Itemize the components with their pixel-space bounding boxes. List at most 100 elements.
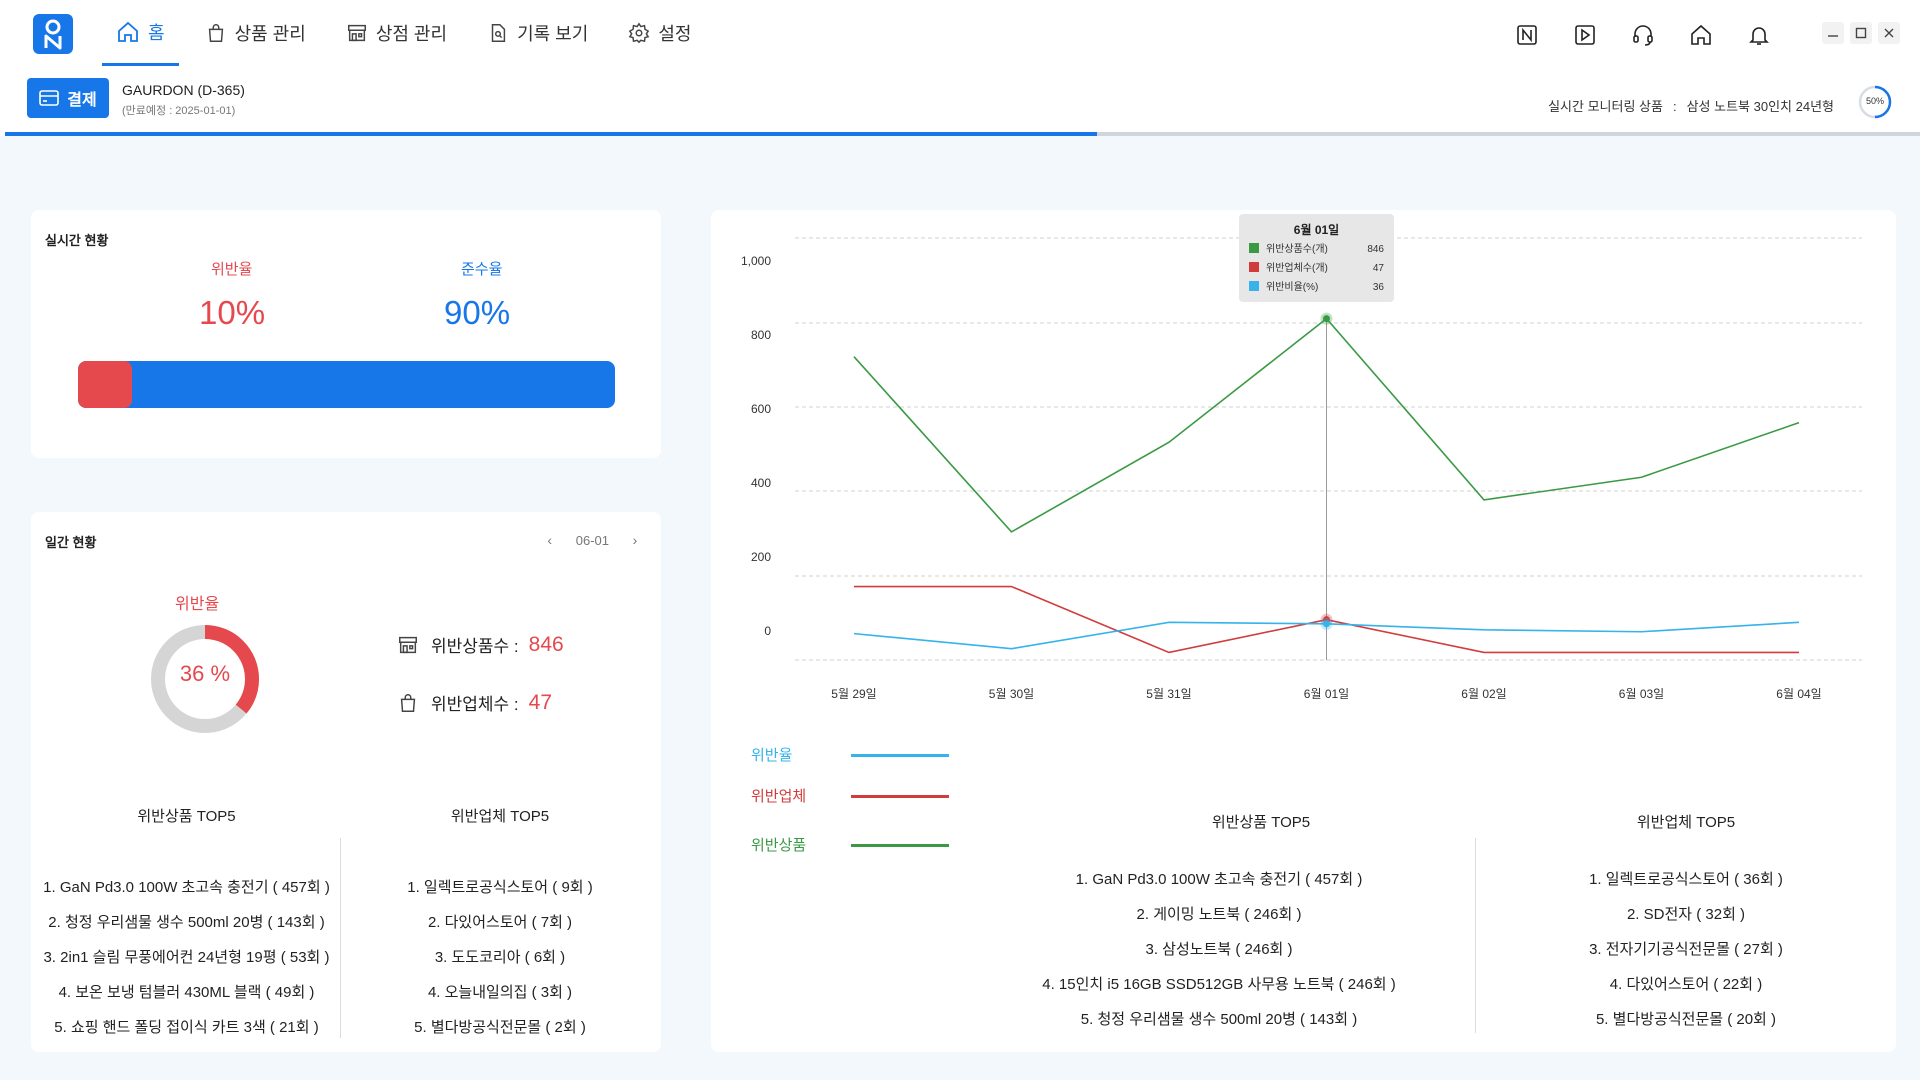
x-tick-label: 6월 03일 (1619, 687, 1664, 701)
weekly-top5-products-title: 위반상품 TOP5 (1211, 814, 1311, 831)
x-tick-label: 6월 01일 (1304, 687, 1349, 701)
payment-button-label: 결제 (67, 92, 97, 109)
list-item[interactable]: 4. 15인치 i5 16GB SSD512GB 사무용 노트북 ( 246회 … (1042, 976, 1396, 993)
tooltip-row-value: 36 (1373, 282, 1385, 293)
current-date: 06-01 (575, 532, 609, 548)
nav-store-management[interactable]: 상점 관리 (332, 0, 461, 66)
home-icon[interactable] (1686, 20, 1716, 50)
weekly-trend-card: 1,000 800 600 400 200 0 5월 29일 5월 30일 5월 31일 6월 0… (711, 210, 1896, 1052)
maximize-icon[interactable] (1850, 22, 1872, 44)
daily-top5-products-list: 1. GaN Pd3.0 100W 초고속 충전기 ( 457회 ) 2. 청정… (31, 870, 342, 1045)
nav-settings[interactable]: 설정 (614, 0, 705, 66)
daily-status-card: 일간 현황 ‹ 06-01 › 위반율 36 % 위반상품수 : 846 위반업… (31, 512, 661, 1052)
legend-line-violating-products (851, 844, 949, 847)
daily-top5-divider (340, 838, 341, 1038)
data-point (1323, 315, 1330, 323)
list-item[interactable]: 5. 별다방공식전문몰 ( 2회 ) (414, 1019, 586, 1036)
list-item[interactable]: 3. 전자기기공식전문몰 ( 27회 ) (1589, 941, 1783, 958)
realtime-status-title: 실시간 현황 (45, 233, 109, 248)
list-item[interactable]: 5. 별다방공식전문몰 ( 20회 ) (1595, 1011, 1777, 1028)
nav-product-management[interactable]: 상품 관리 (191, 0, 320, 66)
headset-icon[interactable] (1628, 20, 1658, 50)
list-item[interactable]: 2. 게이밍 노트북 ( 246회 ) (1136, 906, 1302, 923)
tooltip-row-value: 47 (1373, 263, 1385, 274)
daily-top5-sellers-list: 1. 일렉트로공식스토어 ( 9회 ) 2. 다있어스토어 ( 7회 ) 3. … (342, 870, 658, 1045)
monitoring-progress-bar (5, 132, 1920, 136)
tooltip-title: 6월 01일 (1294, 222, 1339, 237)
monitoring-label: 실시간 모니터링 상품 (1548, 99, 1663, 114)
donut-label: 위반율 (175, 596, 220, 613)
bell-icon[interactable] (1744, 20, 1774, 50)
list-item[interactable]: 2. 다있어스토어 ( 7회 ) (427, 914, 573, 931)
violating-products-label: 위반상품수 : (431, 637, 519, 656)
list-item[interactable]: 5. 쇼핑 핸드 폴딩 접이식 카트 3색 ( 21회 ) (54, 1019, 319, 1036)
tooltip-swatch (1249, 281, 1259, 291)
list-item[interactable]: 1. 일렉트로공식스토어 ( 9회 ) (407, 879, 593, 896)
tooltip-row-value: 846 (1367, 244, 1384, 255)
legend-line-violating-sellers (851, 795, 949, 798)
document-search-icon (487, 22, 509, 44)
compliance-rate-value: 90% (444, 294, 511, 331)
x-tick-label: 5월 29일 (831, 687, 876, 701)
monitoring-product: 실시간 모니터링 상품: 삼성 노트북 30인치 24년형 (1548, 96, 1834, 115)
legend-label-violation-rate: 위반율 (751, 747, 793, 764)
violation-rate-value: 10% (199, 294, 266, 331)
credit-card-icon (39, 90, 60, 106)
naver-icon[interactable] (1512, 20, 1542, 50)
violation-ratio-fill (78, 361, 132, 408)
compliance-rate-label: 준수율 (461, 261, 503, 278)
chart-tooltip (1239, 214, 1394, 302)
list-item[interactable]: 2. SD전자 ( 32회 ) (1626, 906, 1746, 923)
x-tick-label: 6월 04일 (1776, 687, 1821, 701)
legend-label-violating-sellers: 위반업체 (751, 788, 807, 805)
close-icon[interactable] (1878, 22, 1900, 44)
list-item[interactable]: 3. 2in1 슬림 무풍에어컨 24년형 19평 ( 53회 ) (43, 949, 330, 966)
realtime-status-card: 실시간 현황 위반율 10% 준수율 90% (31, 210, 661, 458)
y-tick-label: 400 (751, 476, 771, 490)
tooltip-row-label: 위반비율(%) (1266, 280, 1318, 293)
nav-settings-label: 설정 (658, 24, 692, 44)
compliance-ratio-bar (78, 361, 615, 408)
nav-home-label: 홈 (148, 22, 165, 43)
list-item[interactable]: 3. 삼성노트북 ( 246회 ) (1145, 941, 1293, 958)
violating-sellers-value: 47 (528, 690, 553, 714)
chevron-left-icon[interactable]: ‹ (547, 532, 553, 548)
nav-history[interactable]: 기록 보기 (473, 0, 602, 66)
payment-button[interactable]: 결제 (27, 78, 109, 118)
app-logo[interactable] (33, 14, 73, 54)
tooltip-swatch (1249, 262, 1259, 272)
monitoring-percent: 50% (1865, 96, 1884, 106)
list-item[interactable]: 1. GaN Pd3.0 100W 초고속 충전기 ( 457회 ) (1075, 871, 1363, 888)
top-icon-group (1484, 20, 1774, 50)
main-nav: 홈 상품 관리 상점 관리 기록 보기 설정 (102, 0, 717, 66)
monitoring-separator: : (1672, 99, 1677, 114)
x-tick-label: 5월 30일 (989, 687, 1034, 701)
daily-top5-products-title: 위반상품 TOP5 (137, 808, 236, 825)
list-item[interactable]: 2. 청정 우리샘물 생수 500ml 20병 ( 143회 ) (48, 914, 325, 931)
weekly-top5-sellers-title: 위반업체 TOP5 (1636, 814, 1736, 831)
window-controls (1816, 22, 1900, 44)
date-navigator: ‹ 06-01 › (540, 532, 645, 548)
list-item[interactable]: 4. 오늘내일의집 ( 3회 ) (427, 984, 573, 1001)
violating-sellers-label: 위반업체수 : (431, 695, 519, 714)
weekly-top5-sellers-list: 1. 일렉트로공식스토어 ( 36회 ) 2. SD전자 ( 32회 ) 3. … (1476, 862, 1896, 1037)
list-item[interactable]: 5. 청정 우리샘물 생수 500ml 20병 ( 143회 ) (1080, 1011, 1358, 1028)
chevron-right-icon[interactable]: › (632, 532, 638, 548)
list-item[interactable]: 4. 다있어스토어 ( 22회 ) (1609, 976, 1763, 993)
play-icon[interactable] (1570, 20, 1600, 50)
list-item[interactable]: 4. 보온 보냉 텀블러 430ML 블랙 ( 49회 ) (58, 984, 315, 1001)
violating-sellers-stat: 위반업체수 : 47 (397, 690, 552, 715)
list-item[interactable]: 3. 도도코리아 ( 6회 ) (434, 949, 566, 966)
tooltip-swatch (1249, 243, 1259, 253)
account-expiry: (만료예정 : 2025-01-01) (122, 105, 236, 117)
tooltip-row-label: 위반상품수(개) (1266, 242, 1328, 255)
nav-home[interactable]: 홈 (102, 0, 179, 66)
list-item[interactable]: 1. 일렉트로공식스토어 ( 36회 ) (1589, 871, 1783, 888)
minimize-icon[interactable] (1822, 22, 1844, 44)
top-navigation-bar: 홈 상품 관리 상점 관리 기록 보기 설정 (0, 0, 1920, 70)
donut-value: 36 % (179, 661, 231, 686)
data-point (1323, 620, 1330, 628)
weekly-top5-products-list: 1. GaN Pd3.0 100W 초고속 충전기 ( 457회 ) 2. 게이… (963, 862, 1475, 1037)
list-item[interactable]: 1. GaN Pd3.0 100W 초고속 충전기 ( 457회 ) (43, 879, 330, 896)
y-tick-label: 600 (751, 402, 771, 416)
